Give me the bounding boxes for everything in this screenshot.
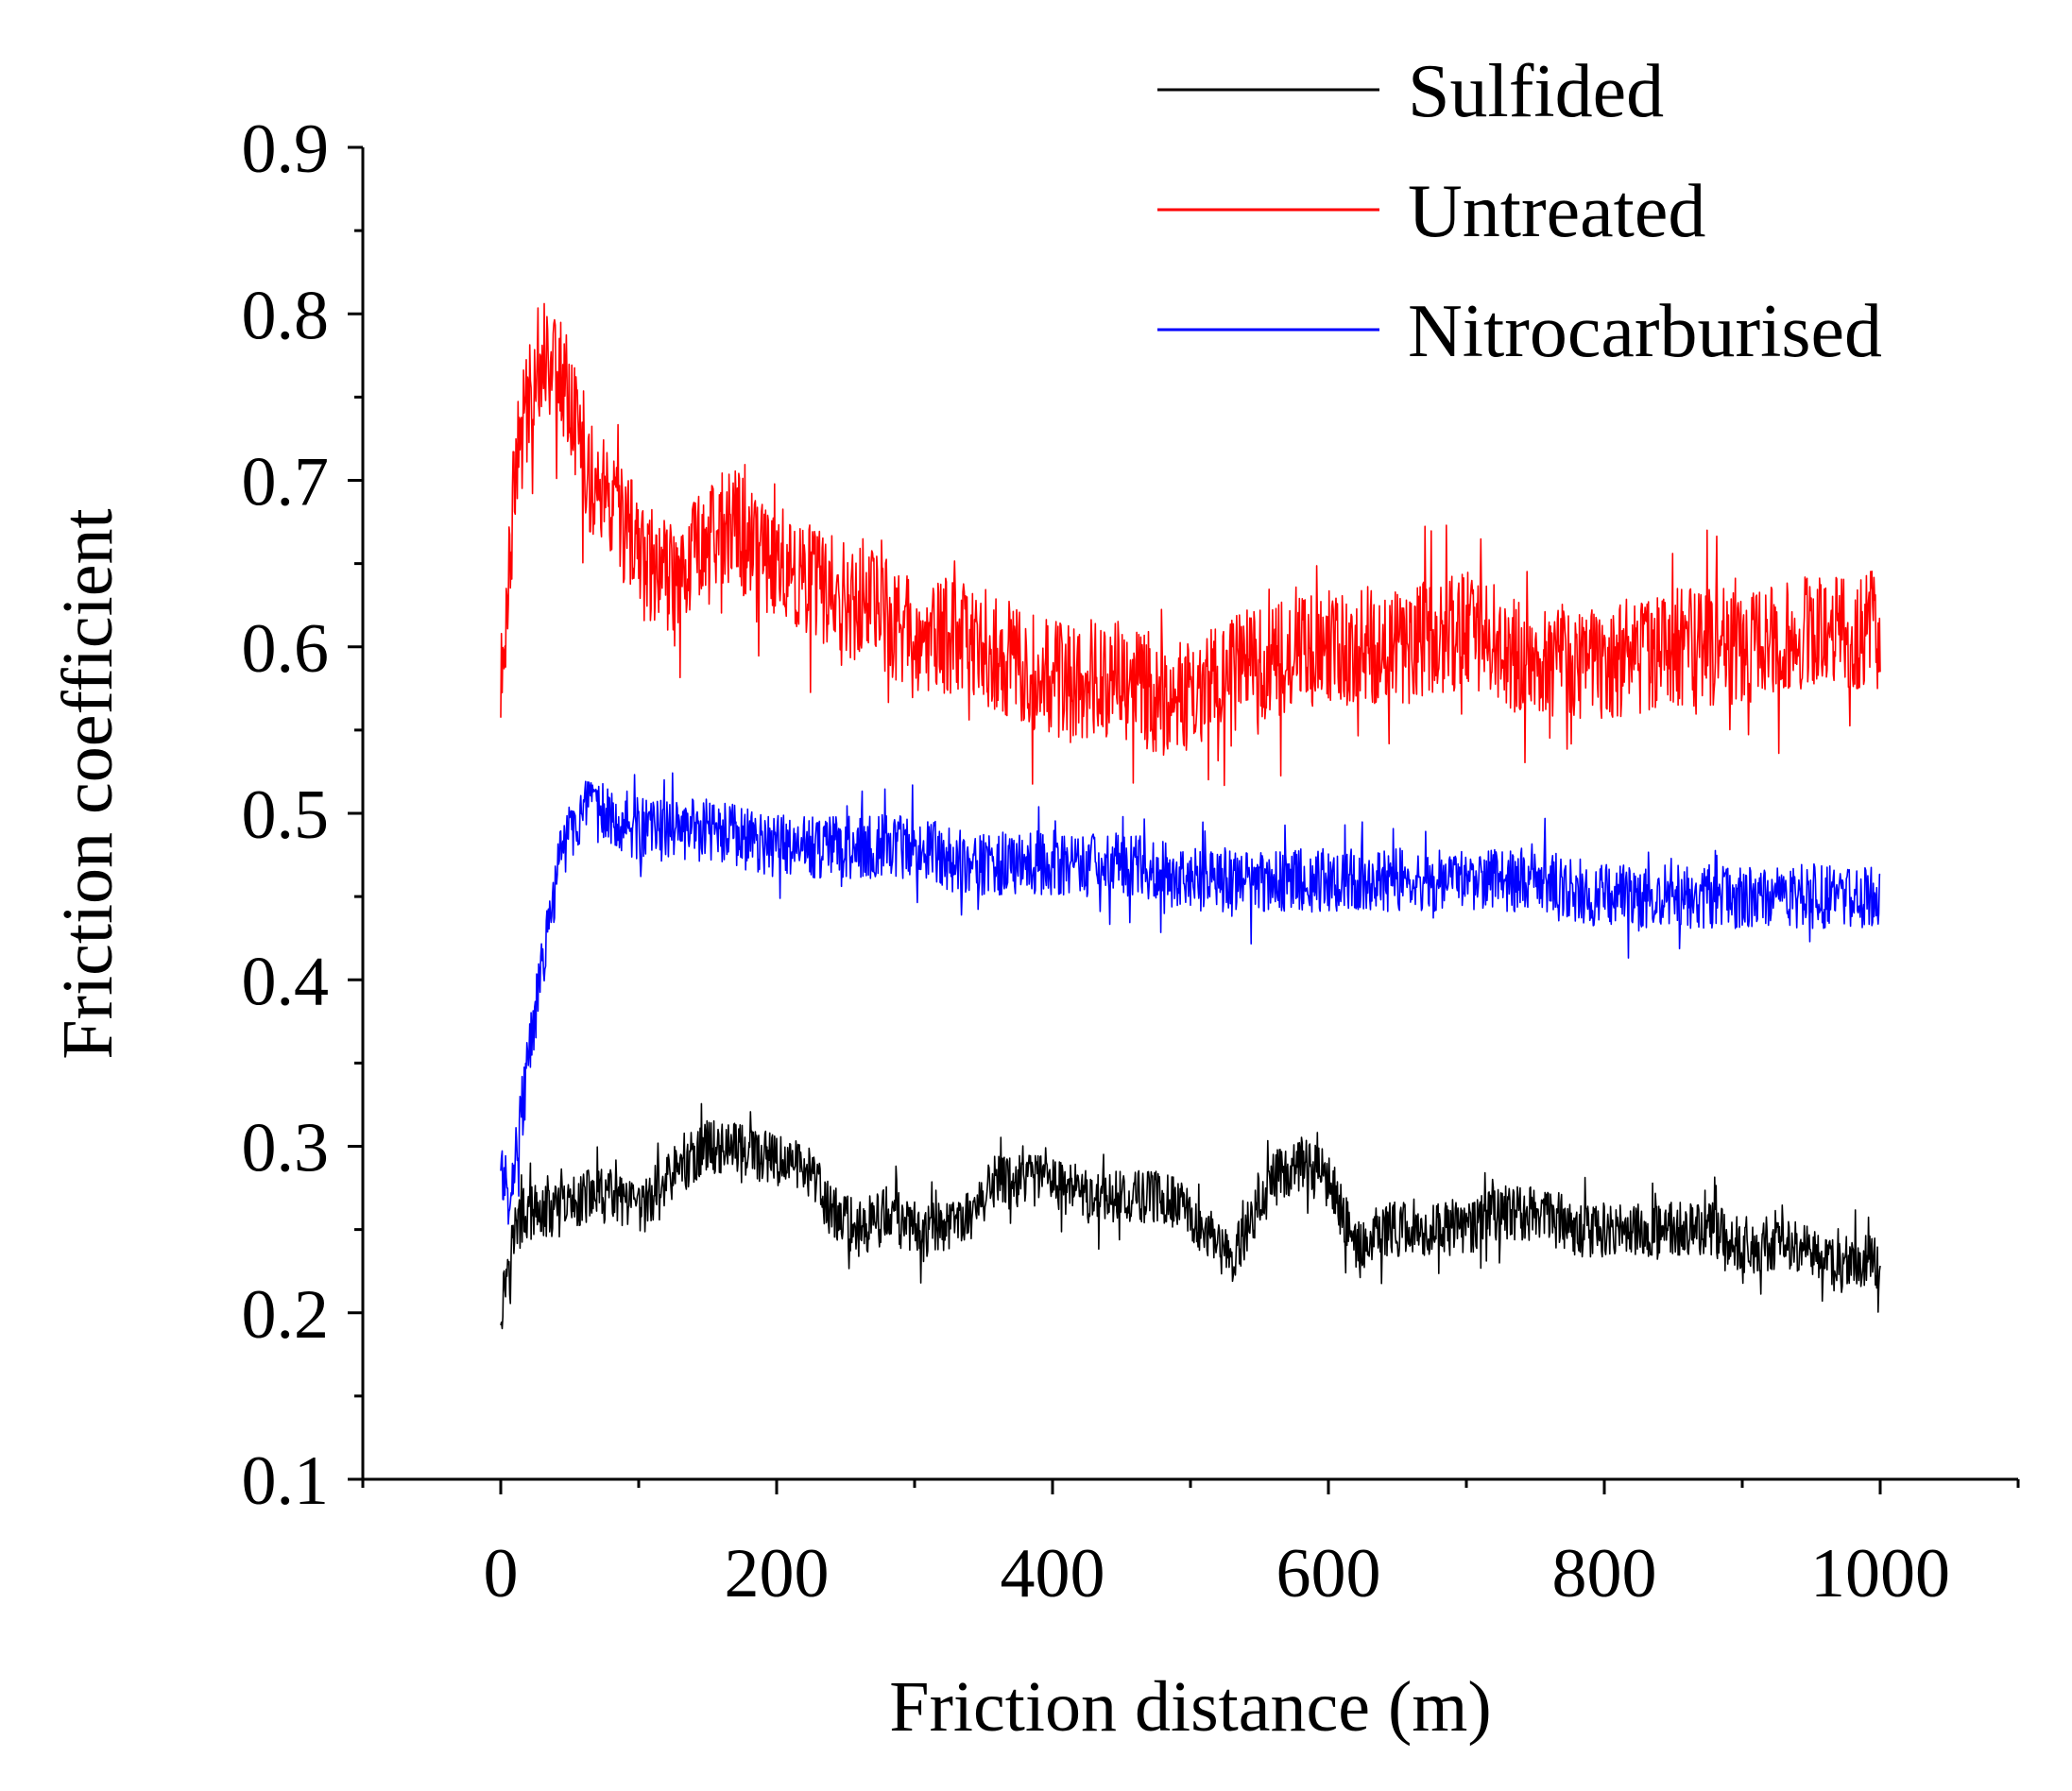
y-tick-label: 0.3 <box>242 1110 330 1187</box>
y-axis-ticks: 0.1 0.2 0.3 0.4 0.5 0.6 0.7 0.8 0.9 <box>242 111 363 1520</box>
x-tick-label: 0 <box>484 1535 519 1612</box>
y-tick-label: 0.7 <box>242 444 330 521</box>
y-tick-label: 0.9 <box>242 111 330 188</box>
y-tick-label: 0.5 <box>242 776 330 854</box>
legend-label-nitrocarburised: Nitrocarburised <box>1408 290 1882 373</box>
legend-label-untreated: Untreated <box>1408 170 1705 253</box>
x-tick-label: 800 <box>1552 1535 1657 1612</box>
series-line-untreated <box>500 302 1881 787</box>
x-axis-label: Friction distance (m) <box>889 1667 1491 1747</box>
legend-label-sulfided: Sulfided <box>1408 50 1664 133</box>
y-tick-label: 0.8 <box>242 277 330 354</box>
series-line-nitrocarburised <box>500 772 1881 1225</box>
y-tick-label: 0.1 <box>242 1442 330 1520</box>
x-tick-label: 200 <box>725 1535 830 1612</box>
x-tick-label: 400 <box>1001 1535 1105 1612</box>
x-axis-ticks: 0 200 400 600 800 1000 <box>361 1479 2020 1612</box>
x-tick-label: 600 <box>1276 1535 1381 1612</box>
y-tick-label: 0.2 <box>242 1276 330 1354</box>
series-layer <box>500 302 1881 1330</box>
legend: Sulfided Untreated Nitrocarburised <box>1157 50 1882 373</box>
y-tick-label: 0.6 <box>242 610 330 688</box>
y-tick-label: 0.4 <box>242 943 330 1020</box>
series-line-sulfided <box>500 1102 1881 1330</box>
y-axis-label: Friction coefficient <box>48 508 128 1059</box>
x-tick-label: 1000 <box>1810 1535 1950 1612</box>
